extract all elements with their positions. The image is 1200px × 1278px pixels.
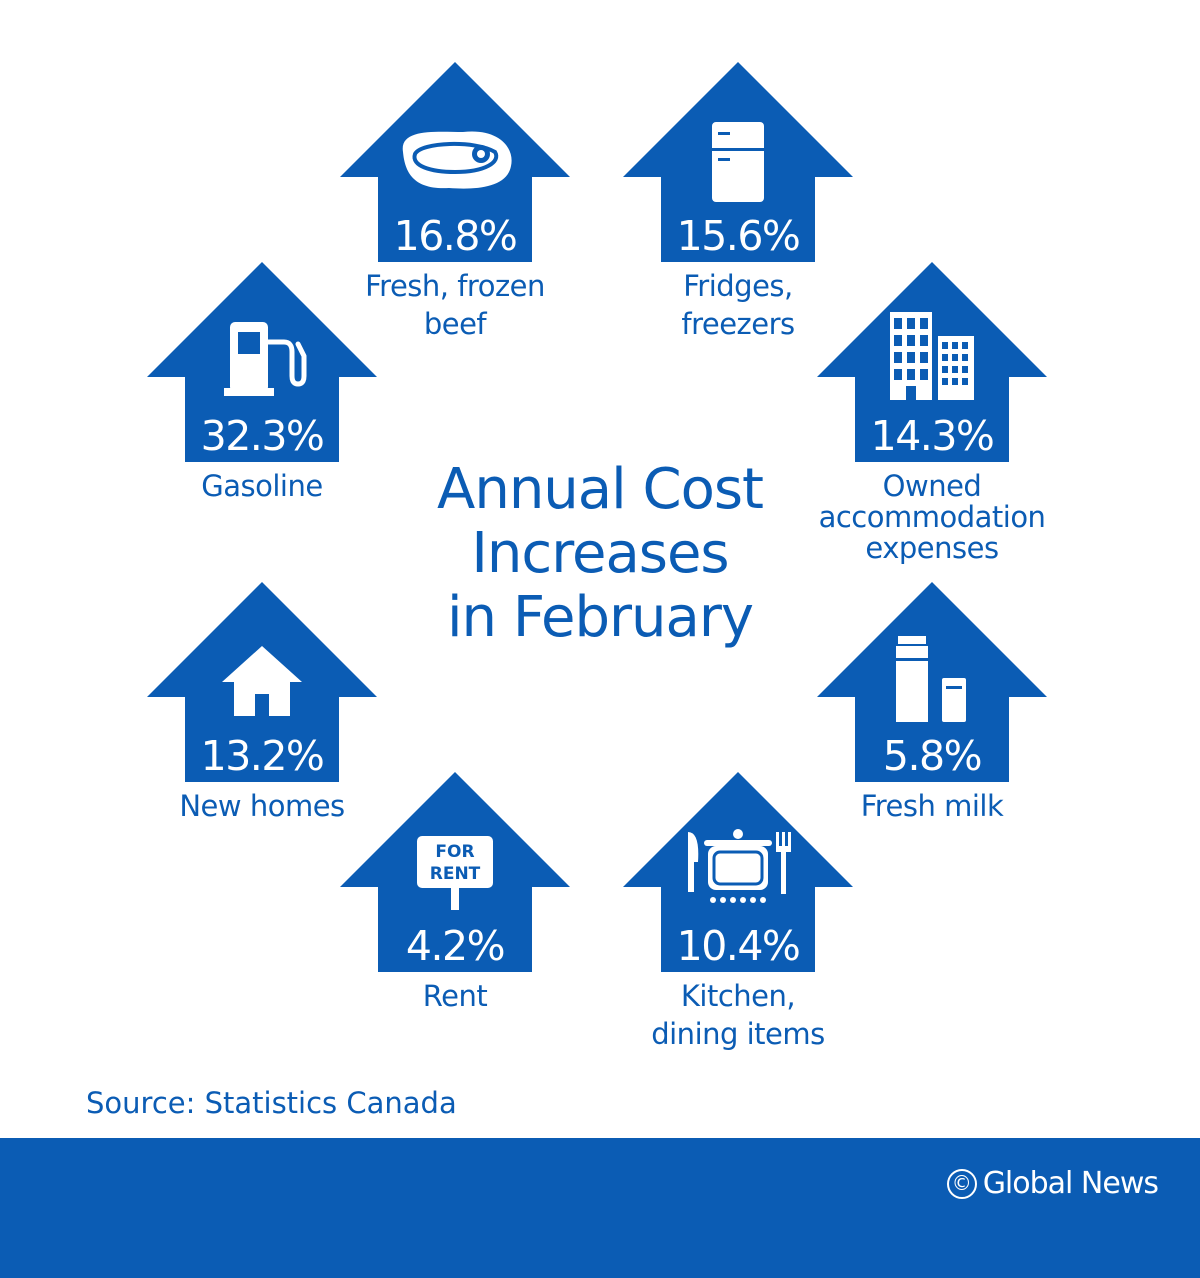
category-label: expenses: [865, 531, 998, 565]
brand-name: Global News: [982, 1166, 1159, 1201]
arrow-shape: [817, 582, 1047, 782]
house-icon: [222, 646, 302, 716]
title-line-1: Annual Cost: [437, 457, 764, 522]
category-label: dining items: [651, 1017, 825, 1051]
gas-pump-icon: [224, 322, 307, 396]
steak-icon: [402, 131, 512, 189]
category-label: freezers: [681, 307, 794, 341]
category-label: Fresh milk: [861, 789, 1004, 823]
category-label: New homes: [179, 789, 344, 823]
value-label: 32.3%: [201, 412, 324, 460]
category-label: accommodation: [819, 500, 1046, 534]
footer-bar: © Global News: [0, 1138, 1200, 1278]
kitchen-pot-icon: [688, 829, 791, 903]
cost-item: 5.8% Fresh milk: [817, 582, 1047, 823]
category-label: Fridges,: [683, 269, 793, 303]
value-label: 15.6%: [677, 212, 800, 260]
cost-item: 13.2% New homes: [147, 582, 377, 823]
category-label: Owned: [883, 469, 982, 503]
title-line-3: in February: [447, 585, 754, 650]
category-label: Gasoline: [201, 469, 322, 503]
cost-item: 32.3% Gasoline: [147, 262, 377, 503]
cost-item: 16.8% Fresh, frozen beef: [340, 62, 570, 341]
category-label: Rent: [423, 979, 488, 1013]
category-label: Kitchen,: [681, 979, 795, 1013]
value-label: 16.8%: [394, 212, 517, 260]
cost-item: 15.6% Fridges, freezers: [623, 62, 853, 341]
copyright-icon: ©: [946, 1168, 977, 1199]
chart-title: Annual Cost Increases in February: [360, 458, 840, 650]
category-label: Fresh, frozen: [365, 269, 545, 303]
source-note: Source: Statistics Canada: [86, 1086, 457, 1120]
fridge-icon: [712, 122, 764, 202]
value-label: 5.8%: [883, 732, 981, 780]
brand-logo: © Global News: [946, 1166, 1159, 1201]
rent-sign-text-line: FOR: [435, 842, 474, 862]
value-label: 14.3%: [871, 412, 994, 460]
category-label: beef: [424, 307, 488, 341]
milk-carton-icon: [896, 636, 966, 722]
value-label: 13.2%: [201, 732, 324, 780]
buildings-icon: [890, 312, 974, 400]
cost-item: 10.4% Kitchen, dining items: [623, 772, 853, 1051]
title-line-2: Increases: [471, 521, 729, 586]
value-label: 10.4%: [677, 922, 800, 970]
rent-sign-text-line: RENT: [430, 864, 481, 884]
value-label: 4.2%: [406, 922, 504, 970]
